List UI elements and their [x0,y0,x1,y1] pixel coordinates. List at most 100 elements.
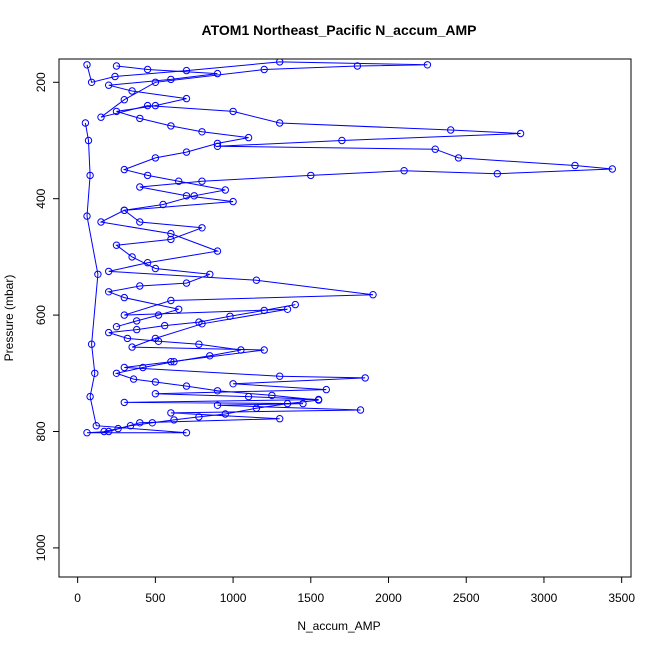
data-point [133,325,141,334]
data-point [198,177,206,185]
data-point [94,270,102,278]
data-point [97,218,105,226]
data-point [83,212,91,220]
x-tick-label: 500 [145,591,165,605]
data-point [136,282,144,290]
data-point [143,171,152,180]
data-point [322,385,330,394]
data-point [139,363,147,372]
data-point [161,321,169,330]
data-point [182,94,191,103]
data-point [91,369,99,377]
data-point [276,119,284,127]
data-point [97,113,105,121]
data-point [213,387,222,395]
data-point [213,247,222,255]
data-point [120,311,129,319]
data-point [123,334,132,343]
data-point [151,154,160,162]
data-point [268,391,276,400]
data-point [100,427,108,436]
data-point [86,392,94,401]
data-point [454,154,463,162]
data-point [148,419,157,427]
x-tick-label: 1000 [220,591,247,605]
data-point [195,413,203,421]
data-point [81,119,90,127]
data-point [136,419,144,427]
data-point [111,72,119,81]
data-point [252,276,261,284]
data-point [182,429,191,437]
x-axis: 0 500 1000 1500 2000 2500 3000 3500 [74,577,635,605]
data-point [151,390,160,398]
data-point [128,87,136,95]
data-point [182,382,191,390]
data-point [129,375,138,383]
data-point [431,145,439,153]
data-point [151,378,160,386]
data-point [221,410,230,418]
data-point [105,267,113,276]
data-point [112,107,121,116]
y-axis: 200 400 600 800 1000 [34,72,59,561]
data-point [120,96,129,104]
data-point [571,161,579,170]
data-point [175,305,183,313]
chart-title: ATOM1 Northeast_Pacific N_accum_AMP [202,22,477,38]
data-point [283,399,292,408]
y-tick-label: 200 [34,72,48,92]
data-point [190,192,198,200]
x-axis-label: N_accum_AMP [297,619,380,633]
data-point [120,398,129,407]
y-tick-label: 800 [34,421,48,441]
data-point [143,101,152,110]
series-line [106,65,249,328]
data-point [229,197,237,206]
data-point [154,311,163,319]
data-point [154,337,163,345]
data-point [170,416,178,424]
data-point [291,300,299,309]
data-point [120,206,129,215]
data-point [260,306,268,315]
data-point [307,171,315,180]
data-point [195,340,203,348]
y-tick-label: 1000 [34,534,48,561]
data-point [608,165,616,173]
data-point [83,61,91,69]
data-point [226,312,234,320]
x-tick-label: 3000 [531,591,558,605]
data-point [87,340,96,348]
data-point [353,62,362,70]
data-point [361,374,369,382]
data-point [120,293,129,302]
data-point [198,128,206,136]
data-point [276,372,284,380]
data-point [493,170,501,178]
data-point [128,343,136,351]
data-point [112,369,121,377]
data-point [182,192,191,200]
data-point [221,186,230,194]
data-point [167,122,175,130]
data-point [133,317,141,325]
data-point [112,323,121,331]
data-point [229,380,237,388]
data-point [198,224,206,232]
data-point [159,200,167,209]
data-point [112,241,121,249]
data-point [252,404,261,412]
data-point [276,59,284,66]
x-tick-label: 0 [74,591,81,605]
data-point [83,429,91,437]
data-point [112,62,121,70]
data-point [151,78,160,87]
data-point [182,66,191,75]
y-axis-label: Pressure (mbar) [2,275,16,362]
data-point [229,107,237,116]
data-point [136,114,144,123]
y-tick-label: 400 [34,188,48,208]
data-point [237,346,245,354]
